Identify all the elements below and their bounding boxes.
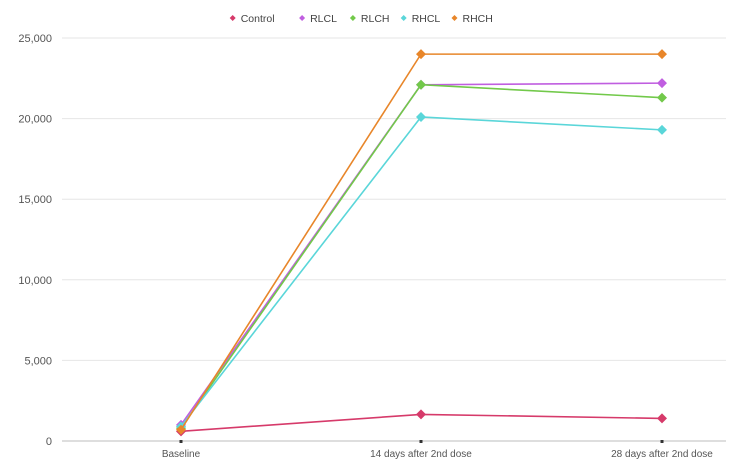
y-tick-label: 10,000 bbox=[18, 275, 52, 287]
legend-marker bbox=[349, 15, 356, 21]
legend: Control RLCL RLCH RHCL RHCH bbox=[229, 13, 493, 25]
legend-item-rlcl: RLCL bbox=[299, 13, 337, 25]
legend-marker bbox=[299, 15, 306, 21]
legend-label: RLCH bbox=[361, 13, 390, 25]
series-rhcl bbox=[176, 111, 667, 432]
series-rlcl bbox=[176, 78, 667, 430]
data-point bbox=[657, 124, 667, 135]
x-tick-label: 28 days after 2nd dose bbox=[611, 449, 713, 459]
data-point bbox=[416, 111, 426, 122]
data-point bbox=[416, 79, 426, 90]
legend-marker bbox=[451, 15, 458, 21]
legend-label: RHCL bbox=[412, 13, 441, 25]
y-axis: 0 5,000 10,000 15,000 20,000 25,000 bbox=[18, 33, 52, 448]
series-control bbox=[176, 409, 667, 437]
series-rlch bbox=[176, 79, 667, 434]
legend-label: RLCL bbox=[310, 13, 337, 25]
series-line bbox=[180, 82, 663, 426]
x-tick-label: 14 days after 2nd dose bbox=[370, 449, 472, 459]
y-tick-label: 15,000 bbox=[18, 194, 52, 206]
legend-label: Control bbox=[241, 13, 275, 25]
legend-item-rlch: RLCH bbox=[349, 13, 390, 25]
legend-marker bbox=[400, 15, 407, 21]
legend-label: RHCH bbox=[463, 13, 493, 25]
y-tick-label: 25,000 bbox=[18, 33, 52, 45]
y-tick-label: 20,000 bbox=[18, 114, 52, 126]
gridlines bbox=[62, 37, 726, 442]
x-tick-mark bbox=[419, 440, 423, 443]
legend-item-rhch: RHCH bbox=[451, 13, 493, 25]
y-tick-label: 5,000 bbox=[24, 355, 52, 367]
series-line bbox=[180, 116, 663, 427]
series-line bbox=[180, 83, 663, 429]
x-tick-mark bbox=[179, 440, 183, 443]
legend-item-control: Control bbox=[229, 13, 275, 25]
series-line bbox=[180, 53, 662, 431]
data-point bbox=[176, 424, 186, 435]
x-axis: Baseline 14 days after 2nd dose 28 days af… bbox=[162, 440, 713, 459]
x-tick-mark bbox=[660, 440, 664, 443]
x-tick-label: Baseline bbox=[162, 449, 201, 459]
y-tick-label: 0 bbox=[46, 436, 52, 448]
data-point bbox=[416, 409, 426, 420]
legend-item-rhcl: RHCL bbox=[400, 13, 441, 25]
data-point bbox=[657, 78, 667, 89]
data-point bbox=[657, 413, 667, 424]
legend-marker bbox=[229, 15, 236, 21]
series-lines bbox=[176, 49, 667, 437]
series-rhch bbox=[176, 49, 667, 435]
data-point bbox=[416, 49, 426, 60]
data-point bbox=[657, 92, 667, 103]
data-point bbox=[657, 49, 667, 60]
